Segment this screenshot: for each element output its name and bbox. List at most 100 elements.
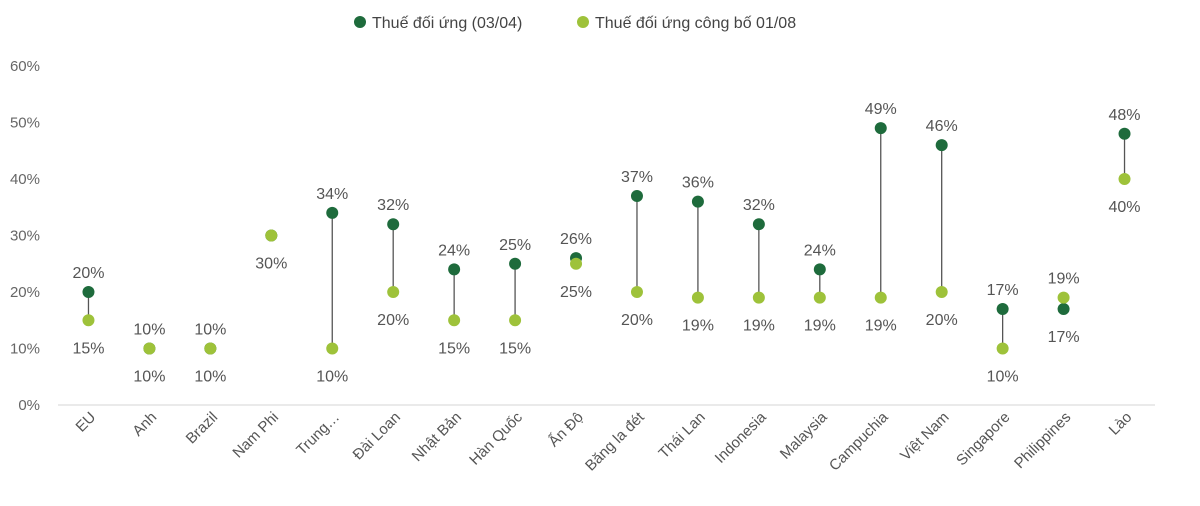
data-label: 37% (621, 169, 653, 186)
data-label: 19% (1048, 271, 1080, 288)
data-label: 20% (621, 312, 653, 329)
point-series-2 (387, 286, 400, 298)
legend-marker-series-1 (354, 16, 366, 28)
data-label: 10% (133, 322, 165, 339)
data-label: 15% (72, 340, 104, 357)
data-label: 20% (377, 312, 409, 329)
y-tick-label: 40% (10, 171, 40, 188)
x-tick-label: Đài Loan (350, 409, 404, 463)
data-label: 25% (560, 284, 592, 301)
plot-area: 20% 15% 10% 10% 10% 10% 30% 34% 10% 32% 20% 24% 15% 2… (72, 101, 1140, 385)
point-series-2 (204, 342, 217, 355)
y-axis: 0% 10% 20% 30% 40% 50% 60% (10, 58, 40, 414)
data-label: 40% (1109, 199, 1141, 216)
point-series-2 (813, 291, 826, 304)
point-series-2 (752, 291, 765, 304)
data-label: 20% (926, 312, 958, 329)
x-tick-label: EU (73, 409, 100, 436)
x-tick-label: Ấn Độ (545, 409, 587, 451)
x-tick-label: Brazil (183, 409, 222, 448)
data-label: 36% (682, 175, 714, 192)
x-tick-label: Campuchia (826, 408, 892, 474)
point-series-2 (82, 314, 95, 327)
data-label: 15% (438, 340, 470, 357)
x-tick-label: Hàn Quốc (466, 408, 526, 468)
point-series-2 (143, 342, 156, 355)
data-label: 10% (194, 322, 226, 339)
point-series-1 (752, 218, 765, 231)
point-series-2 (448, 314, 461, 327)
legend-marker-series-2 (577, 16, 589, 28)
point-series-1 (935, 139, 948, 152)
x-tick-label: Philippines (1011, 409, 1074, 472)
y-tick-label: 30% (10, 228, 40, 245)
x-tick-label: Anh (129, 409, 160, 440)
point-series-2 (874, 291, 887, 304)
point-series-1 (448, 263, 461, 276)
y-tick-label: 0% (18, 397, 40, 414)
x-tick-label: Băng la đét (582, 408, 648, 474)
data-label: 10% (316, 369, 348, 386)
x-tick-label: Việt Nam (897, 409, 952, 464)
y-tick-label: 50% (10, 115, 40, 132)
data-label: 48% (1109, 107, 1141, 124)
y-tick-label: 20% (10, 284, 40, 301)
x-axis: EU Anh Brazil Nam Phi Trung… Đài Loan Nhật Bản… (73, 408, 1136, 474)
point-series-1 (1057, 302, 1070, 315)
x-tick-label: Nhật Bản (409, 409, 465, 465)
point-series-1 (691, 195, 704, 208)
data-label: 26% (560, 231, 592, 248)
point-series-1 (874, 122, 887, 135)
legend-label-series-1: Thuế đối ứng (03/04) (372, 15, 522, 32)
data-label: 19% (682, 318, 714, 335)
data-label: 30% (255, 256, 287, 273)
data-label: 49% (865, 101, 897, 118)
data-label: 32% (743, 197, 775, 214)
point-series-1 (387, 218, 400, 231)
point-series-1 (82, 286, 95, 298)
x-tick-label: Indonesia (712, 408, 770, 466)
data-label: 17% (1048, 329, 1080, 346)
point-series-2 (935, 286, 948, 298)
x-tick-label: Nam Phi (229, 409, 282, 462)
legend: Thuế đối ứng (03/04) Thuế đối ứng công b… (354, 15, 796, 32)
point-series-1 (1118, 127, 1131, 140)
point-series-2 (1057, 291, 1070, 304)
x-tick-label: Singapore (953, 409, 1013, 469)
point-series-2 (996, 342, 1009, 355)
point-series-2 (570, 257, 583, 270)
x-tick-label: Thái Lan (655, 409, 708, 462)
data-label: 20% (72, 265, 104, 282)
data-label: 10% (987, 369, 1019, 386)
data-label: 24% (438, 242, 470, 259)
data-label: 15% (499, 340, 531, 357)
point-series-2 (509, 314, 522, 327)
point-series-1 (996, 302, 1009, 315)
point-series-1 (509, 257, 522, 270)
point-series-1 (326, 206, 339, 219)
y-tick-label: 10% (10, 341, 40, 358)
point-series-2 (265, 229, 278, 242)
point-series-2 (326, 342, 339, 355)
data-label: 32% (377, 197, 409, 214)
data-label: 19% (743, 318, 775, 335)
data-label: 34% (316, 186, 348, 203)
data-label: 10% (133, 369, 165, 386)
data-label: 46% (926, 118, 958, 135)
data-label: 10% (194, 369, 226, 386)
point-series-1 (813, 263, 826, 276)
data-label: 19% (804, 318, 836, 335)
data-label: 24% (804, 242, 836, 259)
y-tick-label: 60% (10, 58, 40, 75)
data-label: 17% (987, 282, 1019, 299)
x-tick-label: Malaysia (777, 408, 831, 462)
point-series-1 (630, 189, 643, 202)
data-label: 25% (499, 237, 531, 254)
point-series-2 (691, 291, 704, 304)
data-label: 19% (865, 318, 897, 335)
legend-label-series-2: Thuế đối ứng công bố 01/08 (595, 15, 796, 32)
point-series-2 (1118, 173, 1131, 185)
x-tick-label: Lào (1106, 409, 1136, 439)
